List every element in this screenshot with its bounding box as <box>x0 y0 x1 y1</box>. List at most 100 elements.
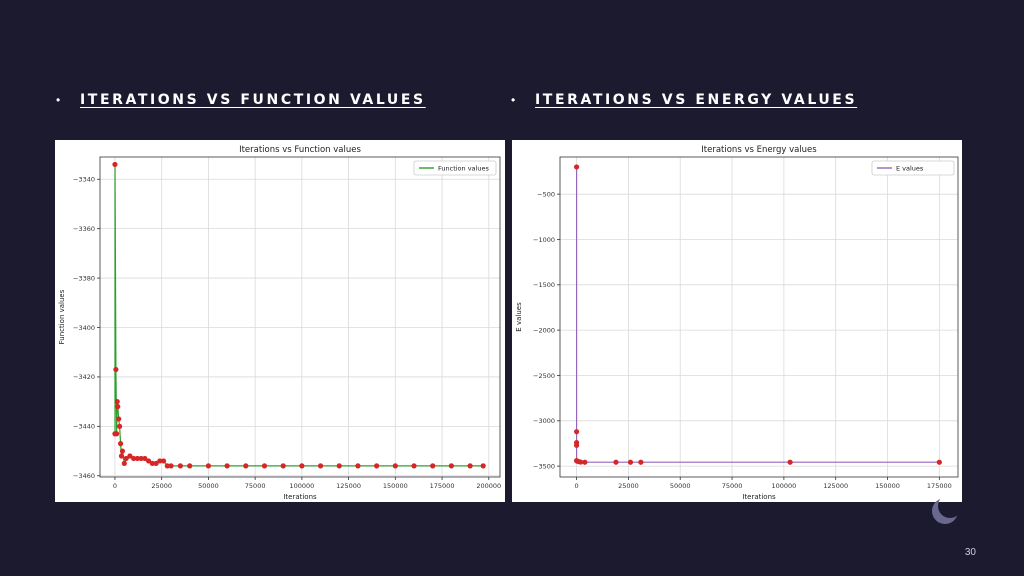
data-point <box>127 453 133 459</box>
y-axis-label: E values <box>515 302 523 332</box>
y-tick-label: −3000 <box>533 417 555 425</box>
data-point <box>153 460 159 467</box>
y-tick-label: −3460 <box>73 472 95 480</box>
data-point <box>355 463 361 469</box>
x-tick-label: 50000 <box>198 482 219 490</box>
data-point <box>787 459 793 465</box>
y-tick-label: −500 <box>537 190 555 198</box>
data-point <box>467 463 473 469</box>
heading-right-text: ITERATIONS VS ENERGY VALUES <box>535 92 858 108</box>
y-tick-label: −3360 <box>73 225 95 233</box>
chart-title: Iterations vs Energy values <box>701 145 817 155</box>
x-tick-label: 100000 <box>771 482 796 490</box>
y-tick-label: −3440 <box>73 423 95 431</box>
y-tick-label: −1000 <box>533 236 555 244</box>
x-tick-label: 150000 <box>875 482 900 490</box>
data-point <box>187 463 193 469</box>
data-point <box>149 460 155 467</box>
data-point <box>627 459 634 465</box>
data-point <box>480 463 486 469</box>
data-point <box>117 423 123 429</box>
data-point <box>573 429 580 435</box>
x-axis-label: Iterations <box>742 493 776 501</box>
data-point <box>121 460 127 467</box>
heading-left-text: ITERATIONS VS FUNCTION VALUES <box>80 92 426 108</box>
data-point <box>613 459 619 465</box>
x-tick-label: 125000 <box>336 482 361 490</box>
x-tick-label: 25000 <box>618 482 639 490</box>
y-axis-label: Function values <box>58 289 66 344</box>
data-point <box>299 463 305 469</box>
data-point <box>119 448 126 454</box>
data-point <box>280 463 286 469</box>
x-tick-label: 25000 <box>151 482 172 490</box>
legend-box <box>413 160 497 176</box>
x-tick-label: 150000 <box>383 482 408 490</box>
crescent-moon-icon <box>932 498 958 524</box>
legend-label: E values <box>896 164 924 172</box>
y-tick-label: −3500 <box>533 462 555 470</box>
x-tick-label: 175000 <box>927 482 952 490</box>
x-tick-label: 75000 <box>245 482 266 490</box>
series-line <box>575 167 940 463</box>
data-point <box>114 399 120 405</box>
x-tick-label: 0 <box>575 482 579 490</box>
data-point <box>112 161 118 168</box>
heading-iterations-vs-energy-values: • ITERATIONS VS ENERGY VALUES <box>511 92 857 108</box>
data-point <box>317 463 324 469</box>
page-number: 30 <box>964 547 976 558</box>
data-point <box>164 463 170 469</box>
data-point <box>573 164 580 170</box>
y-tick-label: −3380 <box>73 274 95 282</box>
x-tick-label: 0 <box>113 482 117 490</box>
x-tick-label: 175000 <box>430 482 455 490</box>
data-point <box>205 463 212 469</box>
data-point <box>157 458 163 464</box>
function-values-chart-panel: Iterations vs Function values 0 25000 50000… <box>55 140 505 502</box>
y-tick-label: −2000 <box>533 326 555 334</box>
y-tick-label: −2500 <box>533 372 555 380</box>
bullet-icon: • <box>511 93 516 107</box>
data-point <box>638 459 644 465</box>
legend-label: Function values <box>438 164 489 172</box>
x-tick-label: 200000 <box>476 482 501 490</box>
data-point <box>115 403 121 410</box>
x-tick-label: 75000 <box>722 482 743 490</box>
data-point <box>392 463 398 469</box>
data-point <box>448 463 455 469</box>
data-point <box>138 455 144 462</box>
plot-frame <box>559 156 959 478</box>
plot-frame <box>99 156 501 478</box>
y-tick-label: −3400 <box>73 324 95 332</box>
data-point <box>142 455 148 462</box>
function-values-chart: Iterations vs Function values 0 25000 50000… <box>58 145 501 501</box>
data-point <box>336 463 342 469</box>
data-point <box>168 463 174 469</box>
data-point <box>582 459 588 465</box>
energy-values-chart-panel: Iterations vs Energy values 0 25000 50000 75… <box>512 140 962 502</box>
data-point <box>131 455 137 462</box>
x-axis-label: Iterations <box>283 493 317 501</box>
data-point <box>573 442 580 448</box>
data-point <box>134 455 140 462</box>
chart-title: Iterations vs Function values <box>239 145 361 155</box>
series-line <box>114 164 484 467</box>
data-point <box>114 431 120 437</box>
energy-values-chart: Iterations vs Energy values 0 25000 50000 75… <box>515 145 959 501</box>
data-point <box>243 463 249 469</box>
data-point <box>411 463 417 469</box>
data-point <box>936 459 942 465</box>
data-point <box>430 463 436 469</box>
data-point <box>118 453 125 459</box>
data-point <box>578 459 584 465</box>
heading-iterations-vs-function-values: • ITERATIONS VS FUNCTION VALUES <box>56 92 426 108</box>
data-point <box>261 463 268 469</box>
legend-box <box>871 160 955 176</box>
y-tick-label: −3420 <box>73 373 95 381</box>
data-point <box>177 463 183 469</box>
x-tick-label: 125000 <box>823 482 848 490</box>
x-tick-label: 100000 <box>289 482 314 490</box>
data-point <box>224 463 230 469</box>
data-point <box>160 458 167 464</box>
data-point <box>374 463 380 469</box>
